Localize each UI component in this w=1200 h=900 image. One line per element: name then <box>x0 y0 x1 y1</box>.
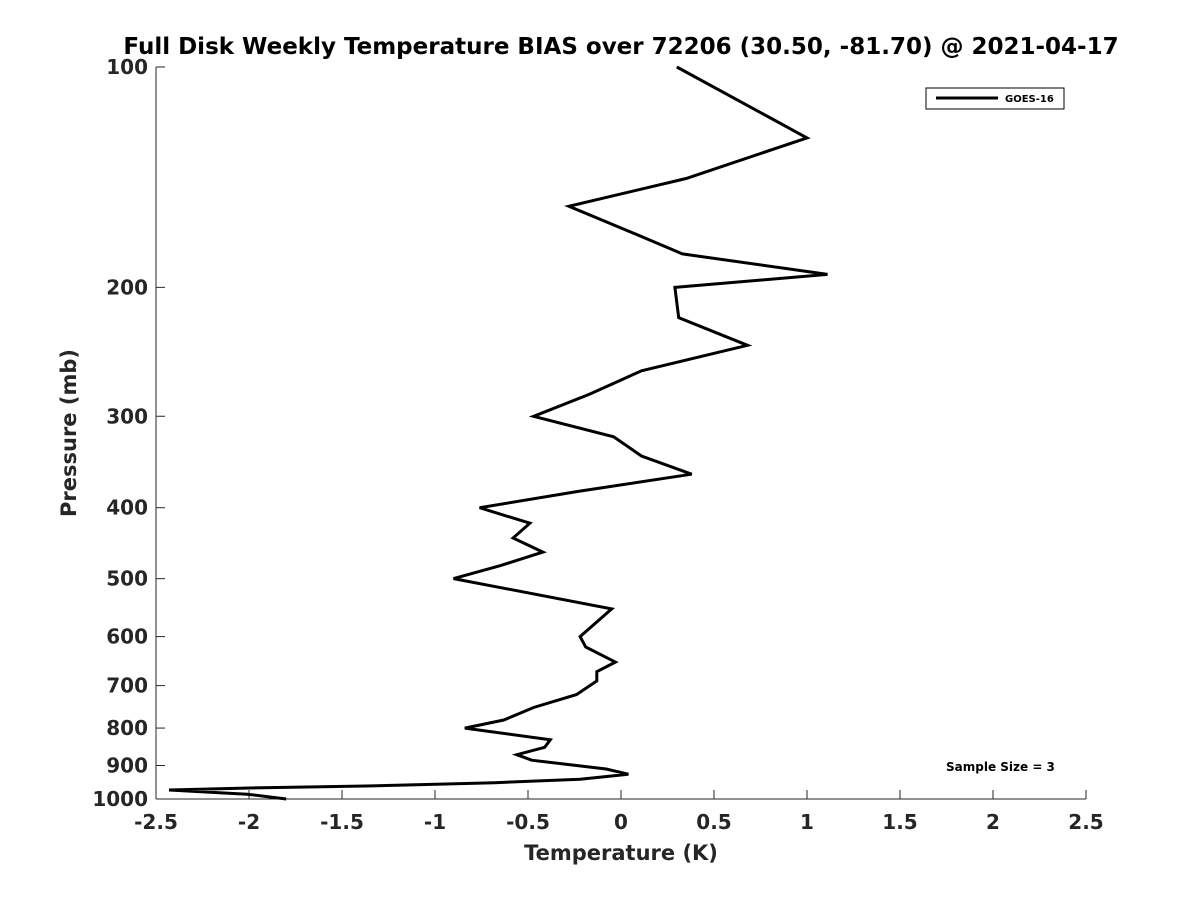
legend: GOES-16 <box>925 87 1065 110</box>
plot-area <box>155 67 1086 800</box>
x-tick-label: -0.5 <box>506 810 550 834</box>
x-tick-label: -1.5 <box>320 810 364 834</box>
y-tick-label: 900 <box>106 754 148 778</box>
x-tick-label: -2 <box>238 810 260 834</box>
x-tick-label: 1.5 <box>882 810 917 834</box>
x-axis-ticks: -2.5 -2 -1.5 -1 -0.5 0 0.5 1 1.5 2 2.5 <box>134 790 1104 834</box>
x-tick-label: 1 <box>800 810 814 834</box>
legend-label-goes-16: GOES-16 <box>1005 94 1054 105</box>
y-tick-label: 600 <box>106 625 148 649</box>
y-axis-label: Pressure (mb) <box>57 349 81 517</box>
x-tick-label: -2.5 <box>134 810 178 834</box>
y-tick-label: 200 <box>106 275 148 299</box>
x-axis-label: Temperature (K) <box>524 841 718 865</box>
x-tick-label: 2 <box>986 810 1000 834</box>
x-tick-label: 0.5 <box>696 810 731 834</box>
y-tick-label: 400 <box>106 496 148 520</box>
x-tick-label: 0 <box>614 810 628 834</box>
goes-16-series-line <box>168 65 828 801</box>
chart-title: Full Disk Weekly Temperature BIAS over 7… <box>123 34 1118 60</box>
y-tick-label: 1000 <box>92 787 148 811</box>
y-tick-label: 300 <box>106 404 148 428</box>
x-tick-label: -1 <box>424 810 446 834</box>
y-tick-label: 100 <box>106 55 148 79</box>
y-tick-label: 700 <box>106 674 148 698</box>
y-tick-label: 800 <box>106 716 148 740</box>
sample-size-annotation: Sample Size = 3 <box>946 760 1055 774</box>
y-tick-label: 500 <box>106 567 148 591</box>
x-tick-label: 2.5 <box>1068 810 1103 834</box>
y-axis-ticks: 100 200 300 400 500 600 700 800 900 1000 <box>92 55 165 811</box>
